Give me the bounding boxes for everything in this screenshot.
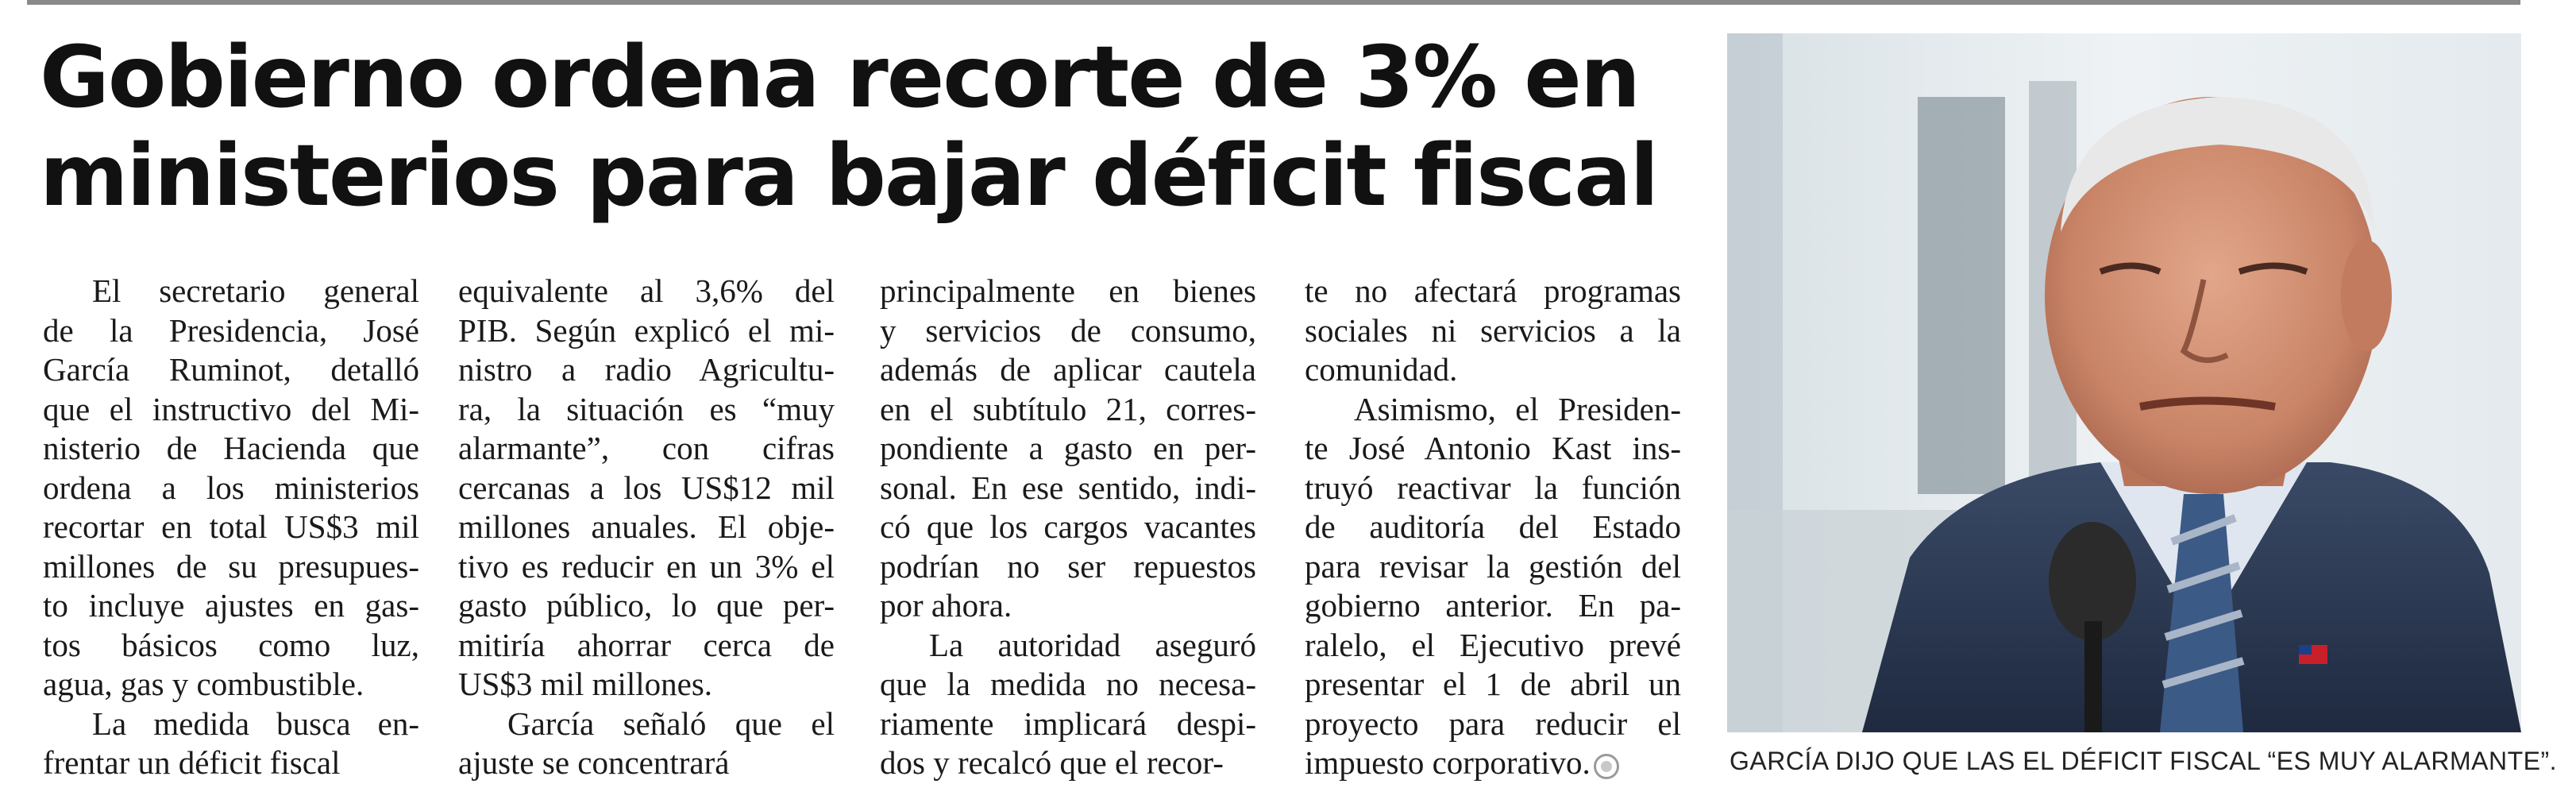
article-paragraph: principalmente en bienes y servicios de c… <box>880 272 1256 626</box>
article-line: ajuste se concentrará <box>458 744 730 781</box>
article-line: agua, gas y combustible. <box>43 666 364 702</box>
article-line: ordena a los ministerios <box>43 469 419 506</box>
article-line: proyecto para reducir el <box>1305 705 1681 742</box>
article-line: presentar el 1 de abril un <box>1305 666 1681 702</box>
article-line: có que los cargos vacantes <box>880 508 1256 545</box>
article-line: impuesto corporativo. <box>1305 743 1681 783</box>
top-rule <box>27 0 2520 5</box>
article-line: dos y recalcó que el recor- <box>880 744 1224 781</box>
article-line: que el instructivo del Mi- <box>43 390 419 427</box>
article-line: alarmante”, con cifras <box>458 430 835 466</box>
article-column-1: El secretario general de la Presidencia, … <box>43 272 419 783</box>
article-line: nistro a radio Agricultu- <box>458 351 835 388</box>
article-line: riamente implicará despi- <box>880 705 1256 742</box>
article-line: ralelo, el Ejecutivo prevé <box>1305 626 1681 663</box>
article-line: ra, la situación es “muy <box>458 390 835 427</box>
article-line: millones de su presupues- <box>43 547 419 585</box>
article-line: frentar un déficit fiscal <box>43 744 341 781</box>
article-paragraph: La medida busca en-frentar un déficit fi… <box>43 705 419 783</box>
article-line: y servicios de consumo, <box>880 311 1256 349</box>
article-line: truyó reactivar la función <box>1305 469 1681 506</box>
article-line: nisterio de Hacienda que <box>43 430 419 466</box>
article-line: te José Antonio Kast ins- <box>1305 430 1681 466</box>
article-line: to incluye ajustes en gas- <box>43 587 419 624</box>
article-line: tos básicos como luz, <box>43 626 419 663</box>
article-line: podrían no ser repuestos <box>880 547 1256 585</box>
article-line: en el subtítulo 21, corres- <box>880 390 1256 427</box>
article-line: Asimismo, el Presiden- <box>1354 390 1681 427</box>
article-line: millones anuales. El obje- <box>458 508 835 545</box>
article-paragraph: La autoridad aseguró que la medida no nec… <box>880 626 1256 783</box>
article-line: La medida busca en- <box>92 705 419 742</box>
article-paragraph: El secretario general de la Presidencia, … <box>43 272 419 705</box>
article-line: de la Presidencia, José <box>43 311 419 349</box>
article-line: gobierno anterior. En pa- <box>1305 587 1681 624</box>
article-line: US$3 mil millones. <box>458 666 713 702</box>
article-line: PIB. Según explicó el mi- <box>458 311 835 349</box>
article-line: sociales ni servicios a la <box>1305 311 1681 349</box>
article-line: te no afectará programas <box>1305 272 1681 309</box>
article-line: comunidad. <box>1305 351 1458 388</box>
article-line: sonal. En ese sentido, indi- <box>880 469 1256 506</box>
article-line: equivalente al 3,6% del <box>458 272 835 309</box>
article-line: principalmente en bienes <box>880 272 1256 309</box>
portrait-illustration <box>1727 33 2521 732</box>
article-line: García Ruminot, detalló <box>43 351 419 388</box>
article-line: gasto público, lo que per- <box>458 587 835 624</box>
article-column-4: te no afectará programas sociales ni serv… <box>1305 272 1681 783</box>
article-paragraph: te no afectará programas sociales ni serv… <box>1305 272 1681 390</box>
headline-line-2: ministerios para bajar déficit fiscal <box>40 127 1659 226</box>
article-paragraph: García señaló que el ajuste se concentrar… <box>458 705 835 783</box>
article-line: tivo es reducir en un 3% el <box>458 547 835 585</box>
article-line: por ahora. <box>880 587 1012 624</box>
article-line: que la medida no necesa- <box>880 666 1256 702</box>
article-line: cercanas a los US$12 mil <box>458 469 835 506</box>
article-line: García señaló que el <box>507 705 835 742</box>
article-paragraph: Asimismo, el Presiden-te José Antonio Ka… <box>1305 390 1681 783</box>
article-paragraph: equivalente al 3,6% del PIB. Según explic… <box>458 272 835 705</box>
article-column-3: principalmente en bienes y servicios de c… <box>880 272 1256 783</box>
article-line: mitiría ahorrar cerca de <box>458 626 835 663</box>
article-line: para revisar la gestión del <box>1305 547 1681 585</box>
photo-caption: GARCÍA DIJO QUE LAS EL DÉFICIT FISCAL “E… <box>1730 747 2558 775</box>
headline: Gobierno ordena recorte de 3% en ministe… <box>40 29 1668 226</box>
portrait-photo <box>1727 33 2521 732</box>
article-line: recortar en total US$3 mil <box>43 508 419 545</box>
article-line: pondiente a gasto en per- <box>880 430 1256 466</box>
article-column-2: equivalente al 3,6% del PIB. Según explic… <box>458 272 835 783</box>
article-line: La autoridad aseguró <box>929 626 1256 663</box>
article-line: además de aplicar cautela <box>880 351 1256 388</box>
headline-line-1: Gobierno ordena recorte de 3% en <box>40 29 1641 127</box>
article-line: de auditoría del Estado <box>1305 508 1681 545</box>
article-line: El secretario general <box>92 272 419 309</box>
article-end-icon <box>1593 753 1619 779</box>
